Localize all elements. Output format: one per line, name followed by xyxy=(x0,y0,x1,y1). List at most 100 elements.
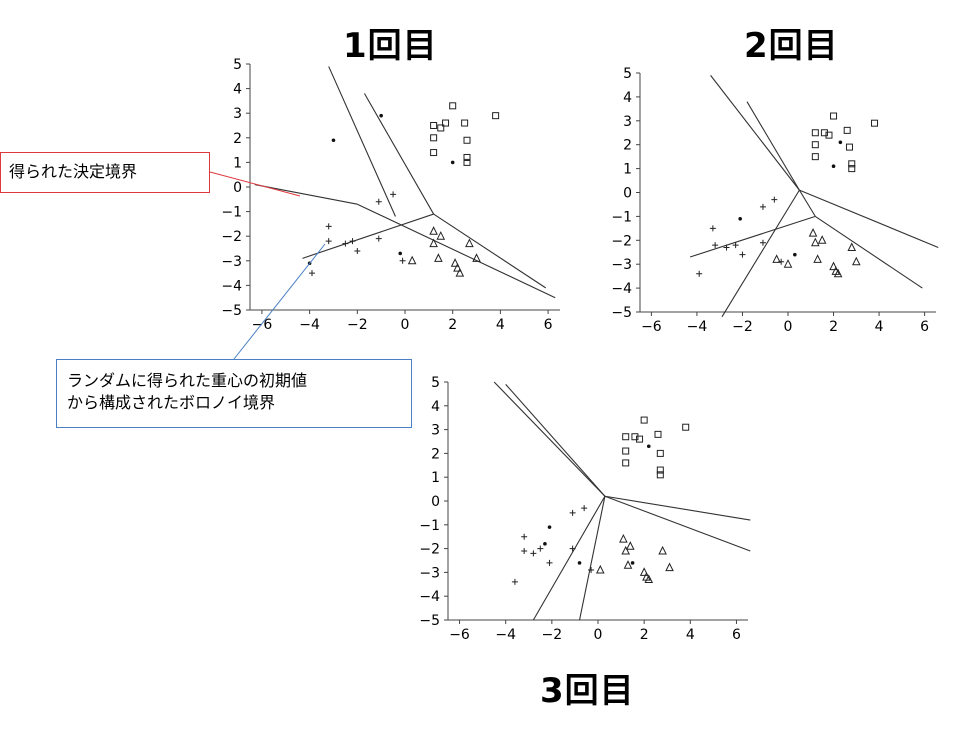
iteration-title-3: 3回目 xyxy=(540,671,635,711)
y-tick-label: 2 xyxy=(233,131,242,147)
x-tick-label: 6 xyxy=(732,627,741,643)
y-tick-label: −2 xyxy=(611,233,632,249)
triangle-point xyxy=(644,574,654,584)
triangle-point xyxy=(808,228,818,237)
triangle-point xyxy=(625,541,635,550)
plus-point xyxy=(399,257,406,264)
triangle-point xyxy=(429,238,438,248)
triangle-point xyxy=(434,253,443,262)
boundary-line xyxy=(532,495,606,621)
plus-point xyxy=(349,238,356,245)
x-tick-label: −2 xyxy=(347,317,368,333)
square-point xyxy=(636,435,644,443)
triangle-point xyxy=(851,256,861,266)
triangle-point xyxy=(783,259,793,268)
square-point xyxy=(430,149,438,157)
y-tick-label: 5 xyxy=(623,66,632,82)
boundary-line xyxy=(493,381,606,497)
plus-point xyxy=(778,258,785,265)
plus-point xyxy=(325,223,332,230)
boundary-line xyxy=(815,215,923,289)
x-tick-label: 6 xyxy=(544,317,553,333)
square-point xyxy=(430,122,438,129)
y-tick-label: −2 xyxy=(419,542,440,558)
x-tick-label: 2 xyxy=(448,317,457,333)
plus-point xyxy=(709,225,716,232)
y-tick-label: 0 xyxy=(623,186,632,202)
boundary-line xyxy=(604,495,751,552)
plus-point xyxy=(537,545,544,552)
boundary-line xyxy=(578,496,606,621)
y-tick-label: −4 xyxy=(419,589,440,605)
x-tick-label: 0 xyxy=(784,319,793,335)
x-tick-label: 4 xyxy=(496,317,505,333)
y-tick-label: 1 xyxy=(233,155,242,171)
plus-point xyxy=(390,191,397,198)
square-point xyxy=(622,433,630,441)
plus-point xyxy=(546,559,553,566)
plus-point xyxy=(375,235,382,242)
boundary-line xyxy=(604,495,751,521)
plus-point xyxy=(530,550,537,557)
centroid-point xyxy=(793,252,797,257)
iteration-title-1: 1回目 xyxy=(343,26,438,66)
square-point xyxy=(463,136,471,144)
triangle-point xyxy=(595,564,605,574)
plus-point xyxy=(511,578,518,585)
voronoi-boundary-callout: ランダムに得られた重心の初期値 から構成されたボロノイ境界 xyxy=(56,359,412,428)
centroid-point xyxy=(838,140,843,145)
square-point xyxy=(845,143,853,151)
boundary-line xyxy=(798,189,816,217)
x-tick-label: 0 xyxy=(401,317,410,333)
y-tick-label: 3 xyxy=(233,106,242,122)
centroid-point xyxy=(630,561,635,565)
centroid-point xyxy=(738,216,742,221)
y-tick-label: −1 xyxy=(221,205,242,221)
triangle-point xyxy=(455,267,465,277)
square-point xyxy=(825,131,833,139)
square-point xyxy=(430,134,438,142)
boundary-line xyxy=(363,93,435,215)
triangle-point xyxy=(813,254,822,263)
boundary-line xyxy=(433,213,546,289)
square-point xyxy=(654,430,662,438)
boundary-line xyxy=(357,203,556,299)
triangle-point xyxy=(465,238,474,248)
plus-point xyxy=(354,247,361,254)
plus-point xyxy=(723,244,730,251)
square-point xyxy=(848,160,856,168)
triangle-point xyxy=(429,226,438,235)
plus-point xyxy=(521,547,528,554)
y-tick-label: 3 xyxy=(623,114,632,130)
square-point xyxy=(640,416,648,424)
boundary-line xyxy=(799,189,939,248)
square-point xyxy=(830,112,838,120)
plus-point xyxy=(342,240,349,247)
square-point xyxy=(442,119,450,127)
triangle-point xyxy=(833,268,843,278)
plus-point xyxy=(759,239,766,246)
square-point xyxy=(656,471,664,479)
boundary-line xyxy=(746,101,800,191)
y-tick-label: −3 xyxy=(611,257,632,273)
y-tick-label: 2 xyxy=(623,138,632,154)
square-point xyxy=(811,141,819,149)
centroid-point xyxy=(450,160,455,165)
square-point xyxy=(463,158,471,166)
boundary-line xyxy=(328,66,396,217)
triangle-point xyxy=(847,242,857,251)
x-tick-label: 6 xyxy=(920,319,929,335)
y-tick-label: 1 xyxy=(431,470,440,486)
triangle-point xyxy=(619,533,628,543)
y-tick-label: 4 xyxy=(431,399,440,415)
plus-point xyxy=(739,251,746,258)
square-point xyxy=(622,459,630,467)
plus-point xyxy=(375,198,382,205)
decision-boundary-callout: 得られた決定境界 xyxy=(0,152,210,193)
square-point xyxy=(622,447,630,455)
centroid-point xyxy=(831,164,836,169)
square-point xyxy=(656,449,664,457)
iteration-title-2: 2回目 xyxy=(744,26,839,66)
